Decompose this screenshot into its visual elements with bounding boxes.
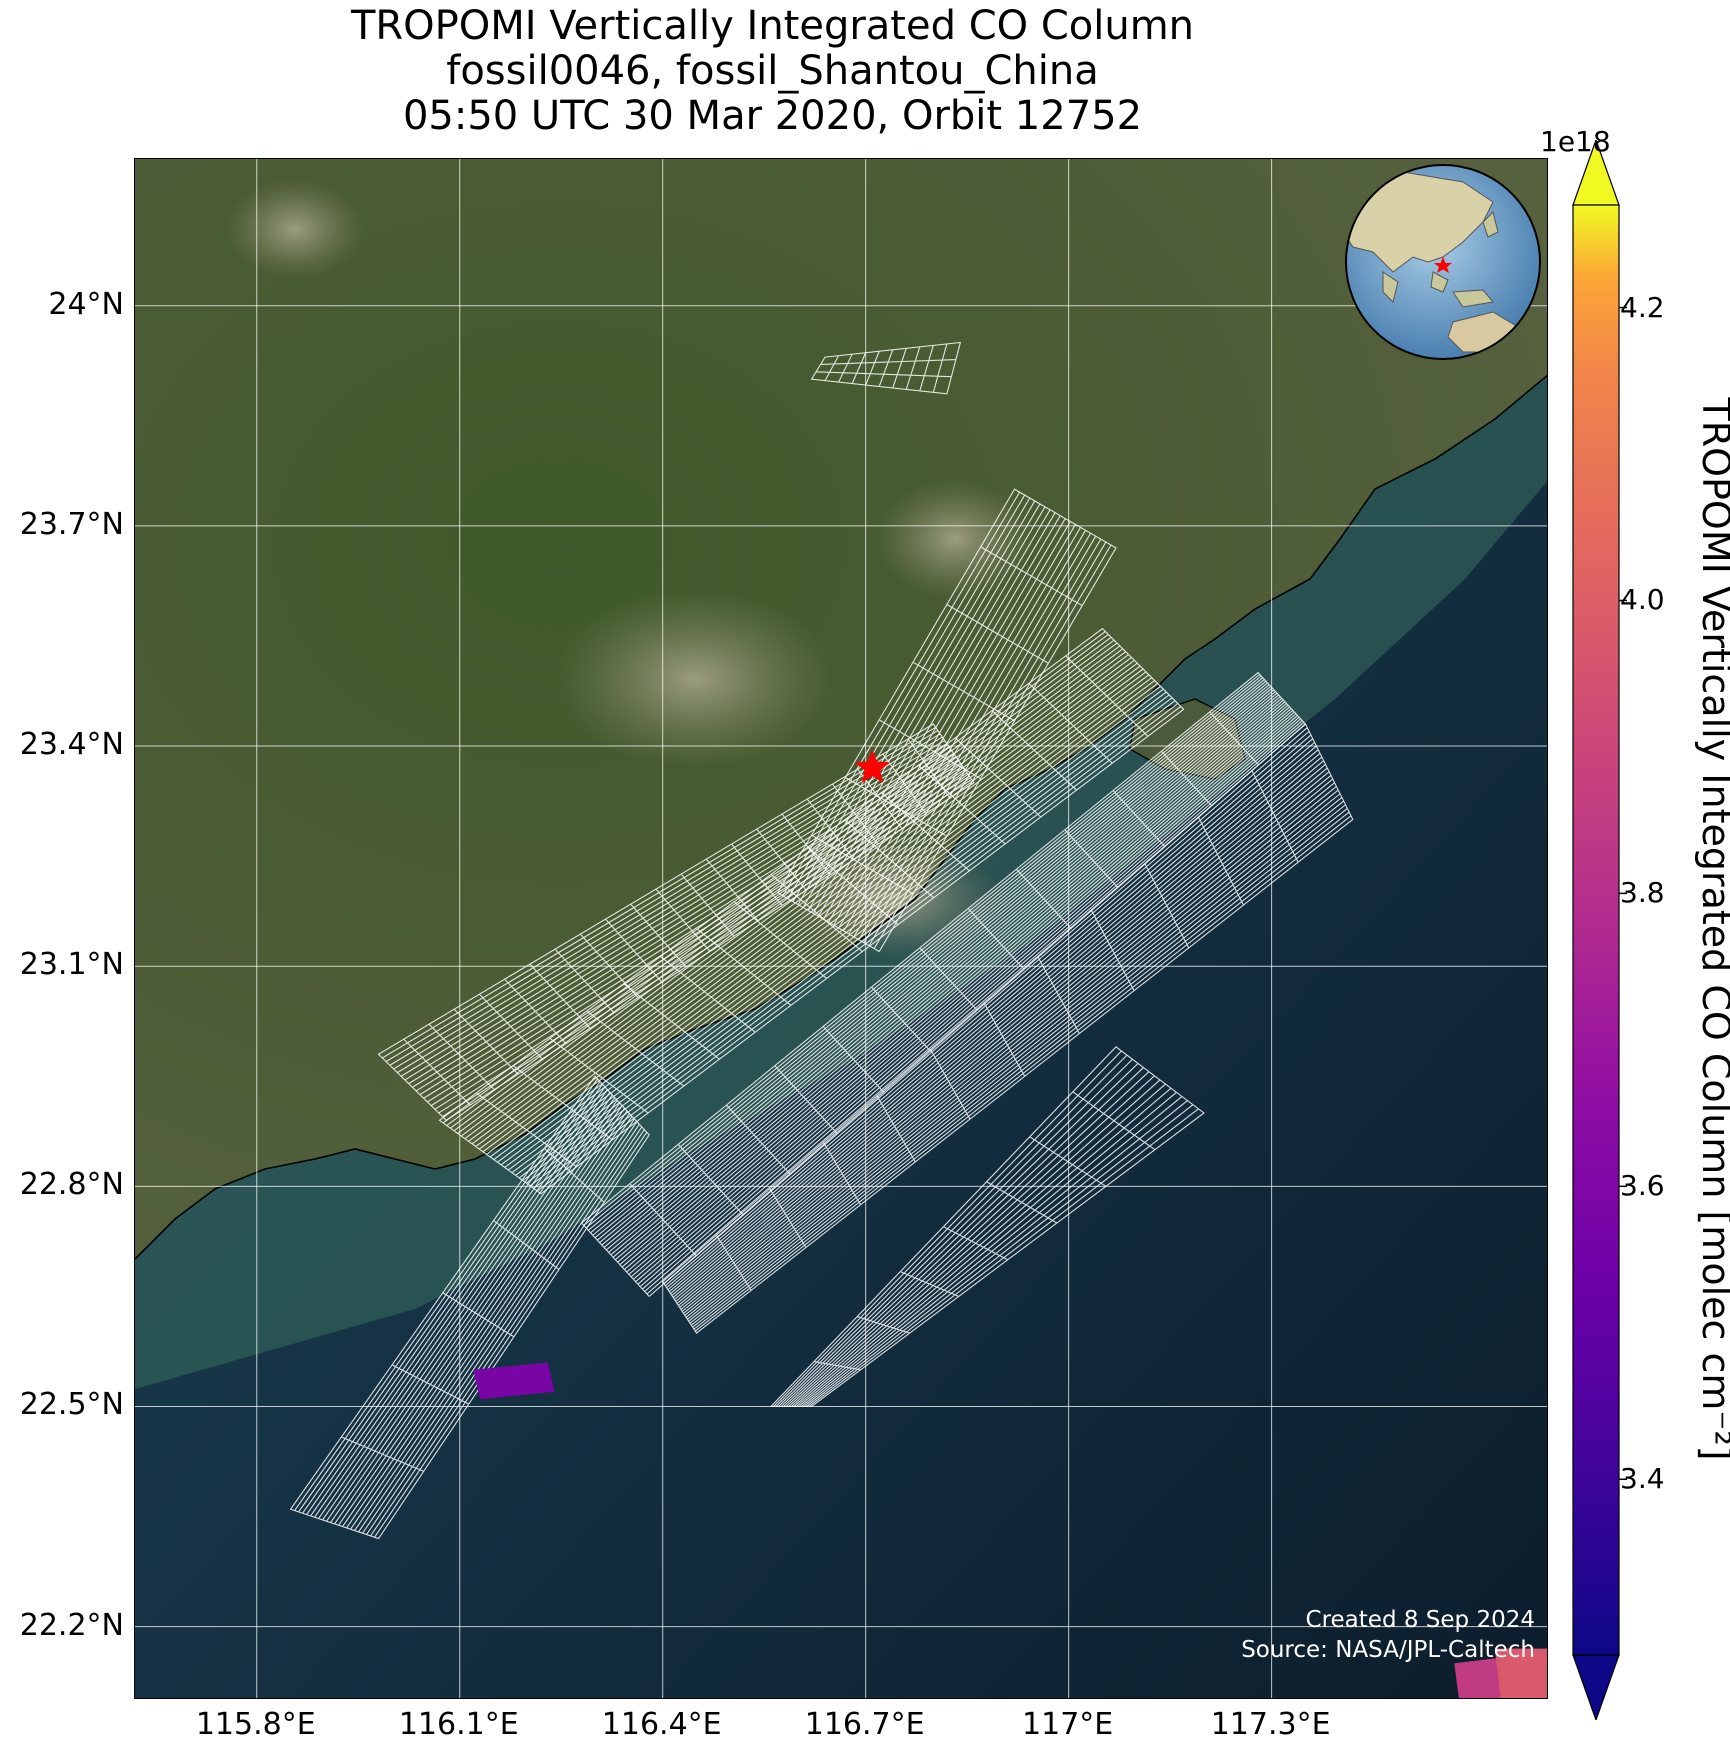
longitude-tick-label: 116.7°E xyxy=(804,1707,925,1742)
satellite-pixel-grid xyxy=(289,341,1354,1540)
swath xyxy=(661,723,1354,1334)
swath-grid-lines xyxy=(438,627,1185,1195)
swath-grid-lines xyxy=(661,723,1354,1334)
longitude-tick-label: 116.4°E xyxy=(601,1707,722,1742)
urban-area xyxy=(555,589,835,769)
colorbar-label: TROPOMI Vertically Integrated CO Column … xyxy=(1694,397,1730,1461)
inset-globe xyxy=(1345,164,1541,360)
graticule xyxy=(135,159,1547,1698)
shallow-coastal-water xyxy=(135,375,1547,1389)
latitude-tick-label: 23.4°N xyxy=(19,727,124,763)
swath-grid-lines xyxy=(810,341,962,395)
urban-area xyxy=(875,479,1035,599)
credits: Created 8 Sep 2024 Source: NASA/JPL-Calt… xyxy=(1241,1605,1535,1665)
swath-grid-lines xyxy=(377,723,975,1121)
swath xyxy=(810,341,962,395)
swath-grid-lines xyxy=(769,1046,1205,1408)
colorbar-tick-label: 4.2 xyxy=(1620,290,1665,324)
colorbar-tick-label: 3.8 xyxy=(1620,876,1665,910)
map-canvas xyxy=(135,159,1548,1699)
colorbar-tick-label: 4.0 xyxy=(1620,583,1665,617)
map-panel[interactable] xyxy=(134,158,1548,1699)
urban-area xyxy=(225,179,365,279)
map-title: TROPOMI Vertically Integrated CO Column … xyxy=(135,4,1410,139)
title-line-2: fossil0046, fossil_Shantou_China xyxy=(446,48,1099,94)
globe-landmasses xyxy=(1347,171,1519,353)
latitude-tick-label: 22.5°N xyxy=(19,1387,124,1423)
co-pixel[interactable] xyxy=(473,1362,555,1400)
colorbar-tick-label: 3.6 xyxy=(1620,1169,1665,1203)
swath xyxy=(438,627,1185,1195)
credits-source: Source: NASA/JPL-Caltech xyxy=(1241,1637,1535,1663)
longitude-tick-label: 115.8°E xyxy=(195,1707,316,1742)
latitude-tick-label: 22.8°N xyxy=(19,1167,124,1203)
latitude-tick-label: 24°N xyxy=(48,286,124,322)
title-line-3: 05:50 UTC 30 Mar 2020, Orbit 12752 xyxy=(402,93,1143,139)
colorbar-body xyxy=(1572,204,1620,1656)
coastline xyxy=(135,374,1547,1260)
latitude-tick-label: 22.2°N xyxy=(19,1607,124,1643)
site-marker-star[interactable] xyxy=(855,749,890,783)
swath xyxy=(769,1046,1205,1408)
globe-site-star xyxy=(1434,257,1452,273)
colorbar xyxy=(1572,140,1627,1720)
colorbar-tick-label: 3.4 xyxy=(1620,1462,1665,1496)
longitude-tick-label: 117°E xyxy=(1022,1707,1114,1742)
co-pixel[interactable] xyxy=(1494,1648,1548,1699)
latitude-tick-label: 23.7°N xyxy=(19,506,124,542)
colored-pixels xyxy=(473,1362,1548,1699)
longitude-tick-label: 116.1°E xyxy=(398,1707,519,1742)
title-line-1: TROPOMI Vertically Integrated CO Column xyxy=(350,3,1195,49)
swath-grid-lines xyxy=(289,1075,650,1540)
latitude-tick-label: 23.1°N xyxy=(19,947,124,983)
colorbar-extend-bottom xyxy=(1572,1654,1620,1720)
swath xyxy=(377,723,975,1121)
colorbar-tick-marks xyxy=(1619,306,1627,1480)
land-area xyxy=(135,159,1547,1259)
colorbar-exponent: 1e18 xyxy=(1540,125,1611,158)
longitude-tick-label: 117.3°E xyxy=(1210,1707,1331,1742)
credits-created: Created 8 Sep 2024 xyxy=(1305,1607,1535,1633)
swath xyxy=(289,1075,650,1540)
